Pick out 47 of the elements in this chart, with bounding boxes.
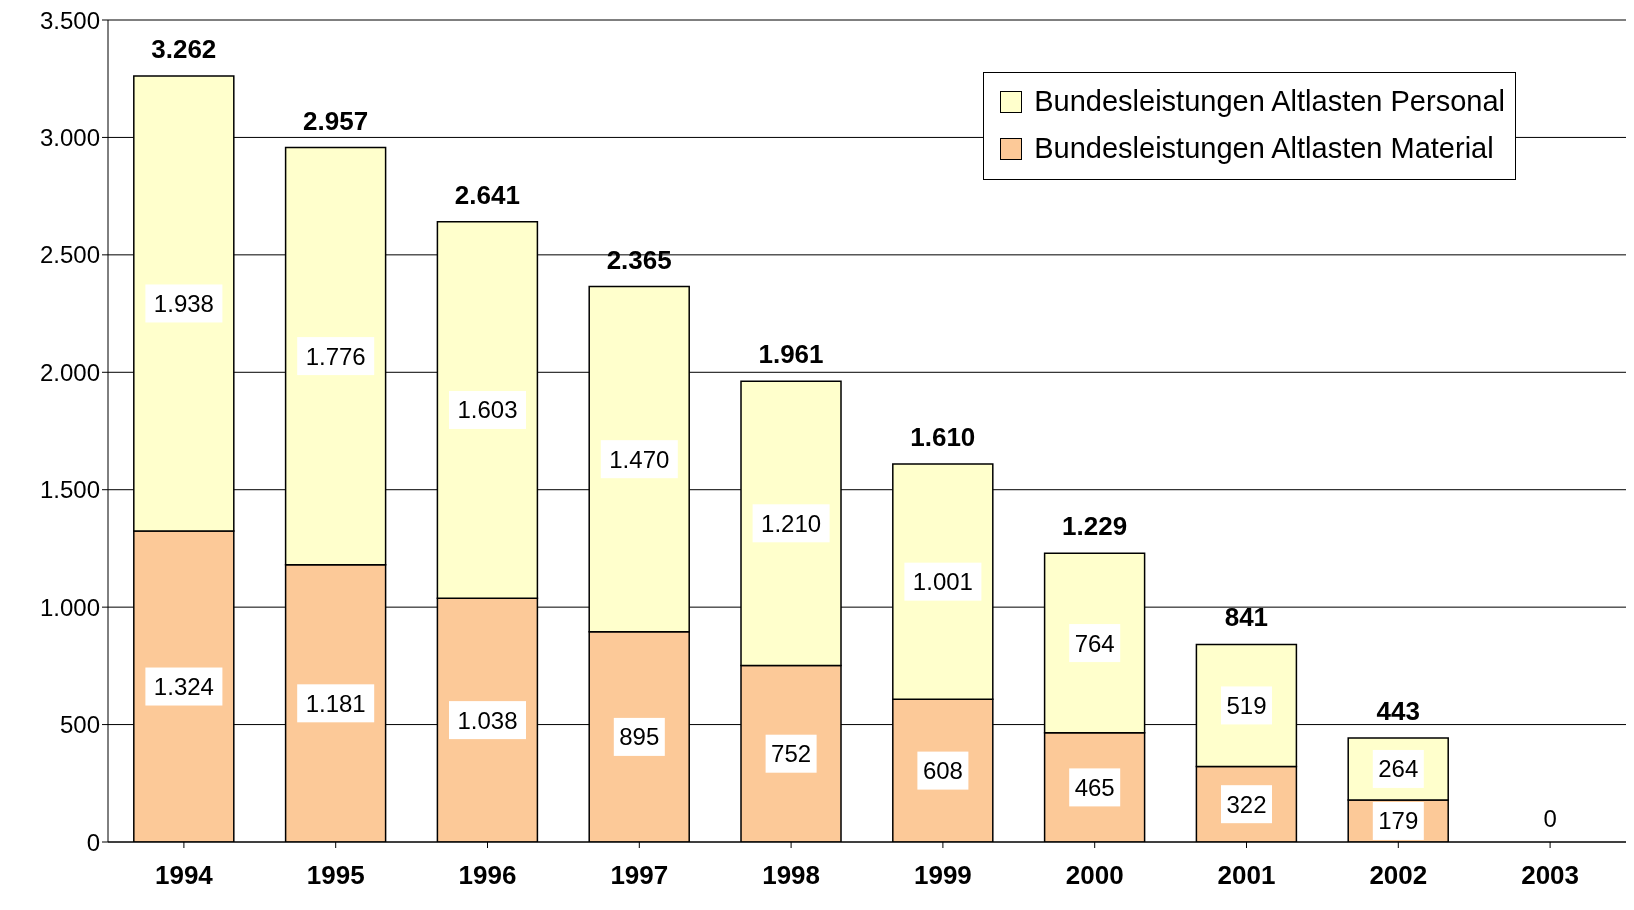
data-label: 1.603: [457, 396, 518, 424]
total-label: 2.957: [303, 105, 369, 136]
x-tick-label: 1995: [306, 860, 365, 891]
y-tick-label: 2.000: [39, 358, 100, 386]
data-label: 1.210: [761, 509, 822, 537]
x-tick-label: 1999: [913, 860, 972, 891]
x-tick-label: 2002: [1369, 860, 1428, 891]
data-label: 465: [1074, 773, 1115, 801]
legend-label: Bundesleistungen Altlasten Personal: [1034, 85, 1505, 118]
total-label: 1.961: [758, 339, 824, 370]
data-label: 752: [771, 740, 812, 768]
y-tick-label: 2.500: [39, 241, 100, 269]
data-label: 1.001: [912, 568, 973, 596]
data-label: 1.324: [153, 673, 214, 701]
data-label: 1.938: [153, 289, 214, 317]
total-label: 2.641: [454, 179, 520, 210]
data-label: 1.776: [305, 342, 366, 370]
y-tick-label: 3.000: [39, 123, 100, 151]
y-tick-label: 500: [59, 711, 100, 739]
x-tick-label: 1994: [154, 860, 214, 891]
total-label: 443: [1376, 695, 1420, 726]
data-label: 895: [619, 723, 660, 751]
y-tick-label: 1.500: [39, 476, 100, 504]
x-tick-label: 1996: [458, 860, 517, 891]
x-tick-label: 1997: [610, 860, 669, 891]
data-label: 322: [1226, 790, 1267, 818]
data-label: 1.470: [609, 445, 670, 473]
data-label: 519: [1226, 691, 1267, 719]
legend-label: Bundesleistungen Altlasten Material: [1034, 132, 1494, 165]
y-tick-label: 0: [86, 828, 100, 856]
total-label: 841: [1224, 602, 1269, 633]
data-label: 764: [1074, 629, 1115, 657]
total-label: 1.229: [1062, 511, 1128, 542]
y-tick-label: 1.000: [39, 593, 100, 621]
data-label: 0: [1543, 804, 1557, 832]
data-label: 264: [1378, 755, 1419, 783]
data-label: 608: [922, 757, 963, 785]
x-tick-label: 2001: [1217, 860, 1276, 891]
data-label: 179: [1378, 807, 1419, 835]
data-label: 1.038: [457, 706, 518, 734]
x-tick-label: 1998: [762, 860, 821, 891]
data-label: 1.181: [305, 689, 366, 717]
x-tick-label: 2000: [1065, 860, 1124, 891]
total-label: 1.610: [910, 422, 976, 453]
y-tick-label: 3.500: [39, 6, 100, 34]
total-label: 3.262: [151, 33, 217, 64]
x-tick-label: 2003: [1521, 860, 1580, 891]
